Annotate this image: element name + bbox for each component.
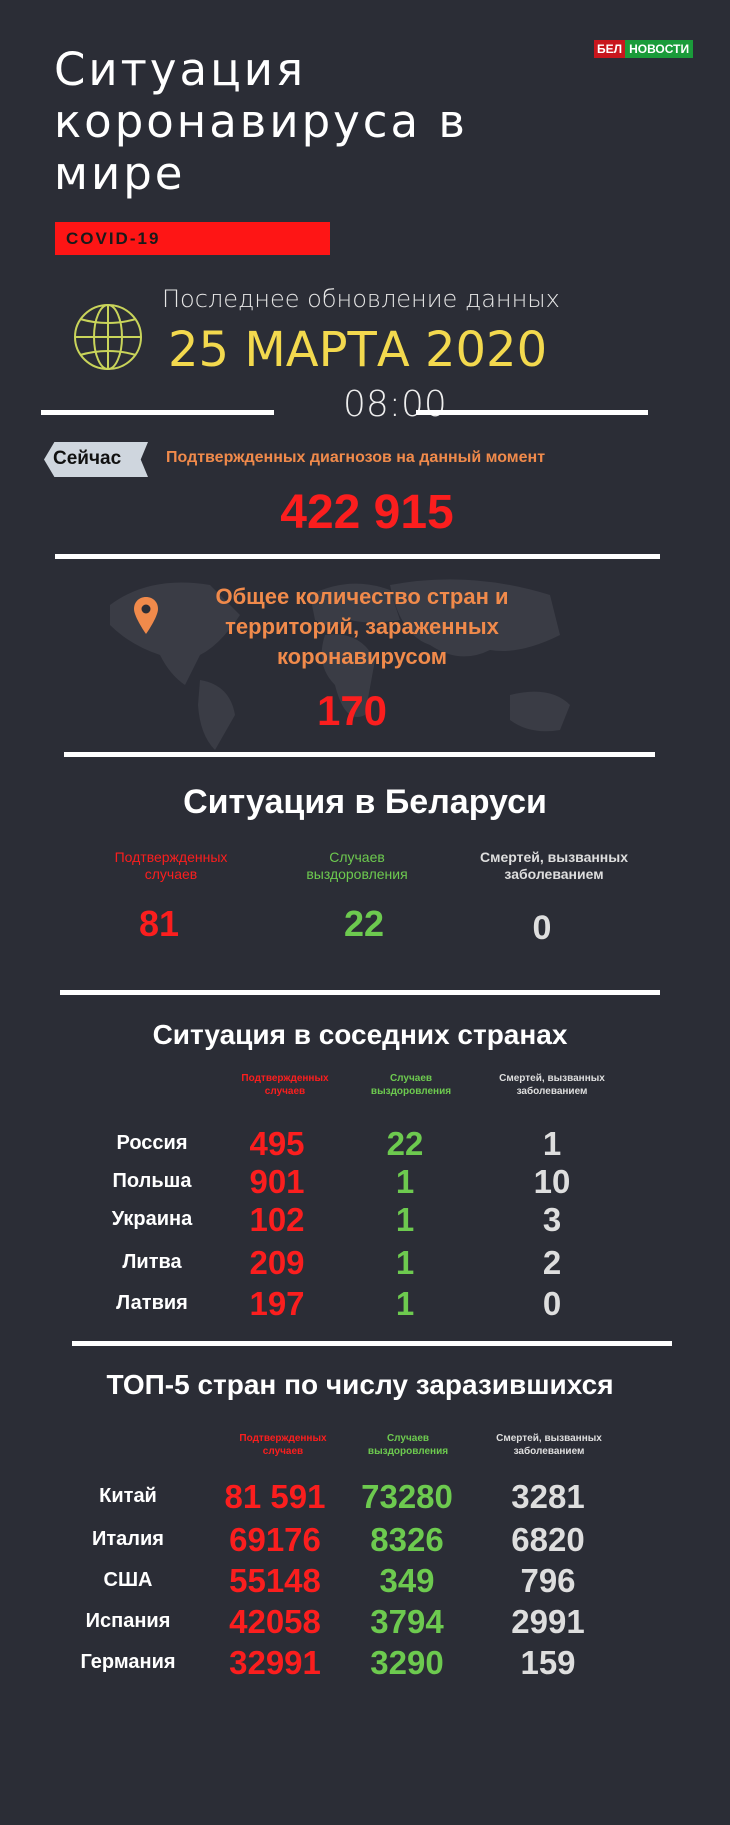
country-name: Латвия [116,1292,188,1314]
country-recovered: 8326 [370,1521,444,1558]
country-name: Испания [85,1610,171,1632]
belarus-title: Ситуация в Беларуси [183,783,547,821]
header-confirmed: Подтвержденных случаев [241,1073,329,1097]
country-name: Италия [92,1528,164,1550]
country-confirmed: 42058 [229,1603,321,1640]
country-deaths: 159 [520,1644,576,1681]
country-recovered: 1 [395,1285,415,1322]
divider [64,752,655,757]
globe-icon [74,304,142,370]
countries-label: Общее количество стран и территорий, зар… [215,584,509,669]
country-deaths: 796 [520,1562,576,1599]
header-confirmed: Подтвержденных случаев [239,1433,327,1457]
country-name: Украина [111,1208,193,1230]
country-recovered: 3794 [370,1603,444,1640]
country-recovered: 1 [395,1201,415,1238]
country-deaths: 3281 [511,1478,585,1515]
divider [416,410,648,415]
country-name: Польша [112,1170,192,1192]
country-deaths: 6820 [511,1521,585,1558]
now-badge: Сейчас [44,442,148,477]
neighbors-title: Ситуация в соседних странах [152,1019,568,1050]
country-deaths: 0 [542,1285,562,1322]
belarus-confirmed: 81 [138,903,180,944]
header-recovered: Случаев выздоровления [367,1433,449,1457]
country-deaths: 1 [542,1125,562,1162]
country-deaths: 2 [542,1244,562,1281]
belarus-deaths: 0 [532,909,552,947]
country-deaths: 10 [533,1163,571,1200]
country-confirmed: 81 591 [224,1478,326,1515]
top5-title: ТОП-5 стран по числу заразившихся [106,1369,614,1400]
country-confirmed: 69176 [229,1521,321,1558]
header-deaths: Смертей, вызванных заболеванием [499,1073,605,1097]
update-date: 25 МАРТА 2020 [168,322,548,378]
country-name: США [103,1569,153,1591]
confirmed-total: 422 915 [280,486,454,539]
divider [60,990,660,995]
country-confirmed: 495 [249,1125,305,1162]
belnovosti-logo: БЕЛ НОВОСТИ [594,40,694,58]
update-label: Последнее обновление данных [162,285,560,313]
country-recovered: 73280 [361,1478,453,1515]
belarus-recovered: 22 [343,903,385,944]
country-confirmed: 55148 [229,1562,321,1599]
header-recovered: Случаев выздоровления [306,849,408,882]
country-name: Литва [122,1251,182,1273]
update-time: 08:00 [343,384,447,425]
header-confirmed: Подтвержденных случаев [114,849,228,882]
covid-tag: COVID-19 [55,222,330,255]
country-confirmed: 32991 [229,1644,321,1681]
divider [41,410,274,415]
countries-count: 170 [316,687,388,734]
country-confirmed: 102 [249,1201,305,1238]
country-name: Россия [116,1132,188,1154]
header-deaths: Смертей, вызванных заболеванием [479,849,629,882]
map-pin-icon [134,597,158,634]
country-recovered: 3290 [370,1644,444,1681]
page-title: Ситуация коронавируса в мире [54,43,468,200]
country-recovered: 22 [386,1125,424,1162]
country-confirmed: 197 [249,1285,305,1322]
header-recovered: Случаев выздоровления [370,1073,452,1097]
divider [55,554,660,559]
country-recovered: 349 [379,1562,435,1599]
country-name: Германия [80,1651,176,1673]
country-recovered: 1 [395,1163,415,1200]
header-deaths: Смертей, вызванных заболеванием [496,1433,602,1457]
country-deaths: 3 [542,1201,562,1238]
country-deaths: 2991 [511,1603,585,1640]
country-name: Китай [99,1485,157,1507]
country-confirmed: 901 [249,1163,305,1200]
confirmed-label: Подтвержденных диагнозов на данный момен… [166,449,546,466]
country-confirmed: 209 [249,1244,305,1281]
country-recovered: 1 [395,1244,415,1281]
divider [72,1341,672,1346]
